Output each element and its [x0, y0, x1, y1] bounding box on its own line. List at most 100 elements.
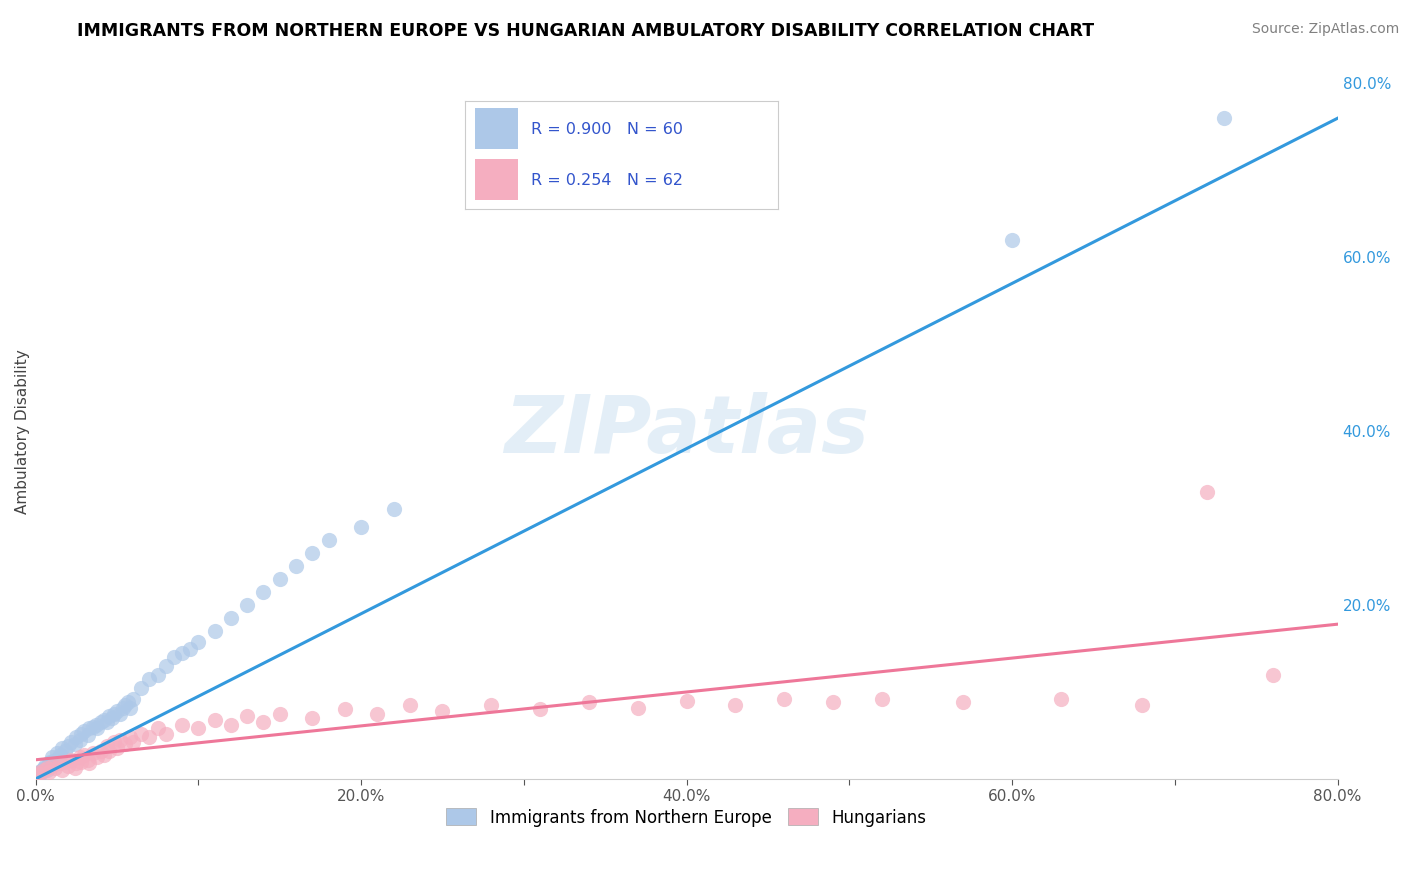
Point: [1050, 692, 1073, 706]
Point: [49, 747, 72, 762]
Point: [146, 667, 169, 681]
Point: [38, 764, 60, 779]
Point: [60, 753, 83, 767]
Point: [32, 762, 55, 776]
Point: [252, 715, 274, 730]
Y-axis label: Ambulatory Disability: Ambulatory Disability: [15, 349, 30, 514]
Point: [114, 737, 136, 751]
Point: [578, 695, 600, 709]
Point: [63, 762, 86, 776]
Point: [285, 558, 308, 573]
Point: [301, 546, 323, 560]
Point: [77, 756, 100, 771]
Point: [93, 713, 115, 727]
Point: [1261, 667, 1284, 681]
Point: [236, 709, 259, 723]
Point: [108, 732, 131, 747]
Point: [51, 741, 73, 756]
Point: [724, 698, 747, 712]
Point: [773, 692, 796, 706]
Point: [65, 756, 87, 771]
Point: [204, 624, 226, 639]
Point: [63, 737, 86, 751]
Point: [76, 753, 98, 767]
Point: [187, 634, 209, 648]
Point: [56, 759, 79, 773]
Point: [90, 744, 112, 758]
Point: [675, 694, 697, 708]
Point: [118, 730, 141, 744]
Point: [56, 739, 79, 753]
Point: [163, 650, 186, 665]
Point: [84, 718, 107, 732]
Point: [35, 763, 58, 777]
Point: [69, 732, 91, 747]
Point: [204, 713, 226, 727]
Text: Source: ZipAtlas.com: Source: ZipAtlas.com: [1251, 22, 1399, 37]
Point: [103, 706, 125, 721]
Point: [44, 762, 66, 776]
Point: [103, 735, 125, 749]
Point: [479, 698, 502, 712]
Point: [32, 763, 55, 777]
Text: IMMIGRANTS FROM NORTHERN EUROPE VS HUNGARIAN AMBULATORY DISABILITY CORRELATION C: IMMIGRANTS FROM NORTHERN EUROPE VS HUNGA…: [77, 22, 1094, 40]
Point: [51, 763, 73, 777]
Point: [117, 695, 139, 709]
Point: [333, 702, 356, 716]
Point: [97, 744, 120, 758]
Legend: Immigrants from Northern Europe, Hungarians: Immigrants from Northern Europe, Hungari…: [440, 802, 934, 833]
Point: [105, 741, 128, 756]
Point: [97, 709, 120, 723]
Point: [170, 718, 193, 732]
Point: [318, 533, 340, 547]
Point: [823, 695, 845, 709]
Point: [155, 727, 177, 741]
Point: [34, 759, 56, 773]
Point: [30, 764, 52, 779]
Point: [38, 756, 60, 771]
Point: [69, 750, 91, 764]
Point: [236, 598, 259, 612]
Point: [138, 730, 160, 744]
Point: [76, 728, 98, 742]
Point: [53, 755, 76, 769]
Point: [529, 702, 551, 716]
Point: [122, 735, 145, 749]
Point: [219, 611, 242, 625]
Point: [82, 746, 104, 760]
Point: [131, 727, 153, 741]
Point: [301, 711, 323, 725]
Point: [60, 735, 83, 749]
Point: [25, 767, 48, 781]
Point: [252, 585, 274, 599]
Point: [627, 700, 650, 714]
Point: [70, 727, 93, 741]
Point: [118, 700, 141, 714]
Point: [44, 753, 66, 767]
Point: [73, 724, 96, 739]
Point: [108, 706, 131, 721]
Point: [28, 764, 51, 779]
Point: [131, 681, 153, 695]
Point: [90, 715, 112, 730]
Point: [399, 698, 422, 712]
Point: [952, 695, 974, 709]
Point: [1130, 698, 1153, 712]
Point: [170, 646, 193, 660]
Point: [187, 722, 209, 736]
Point: [114, 698, 136, 712]
Point: [73, 747, 96, 762]
Point: [1197, 485, 1219, 500]
Point: [28, 766, 51, 780]
Point: [269, 706, 291, 721]
Point: [1001, 233, 1024, 247]
Point: [105, 704, 128, 718]
Point: [30, 766, 52, 780]
Point: [179, 641, 201, 656]
Point: [96, 715, 118, 730]
Point: [39, 755, 62, 769]
Point: [53, 744, 76, 758]
Point: [870, 692, 893, 706]
Point: [77, 722, 100, 736]
Point: [146, 722, 169, 736]
